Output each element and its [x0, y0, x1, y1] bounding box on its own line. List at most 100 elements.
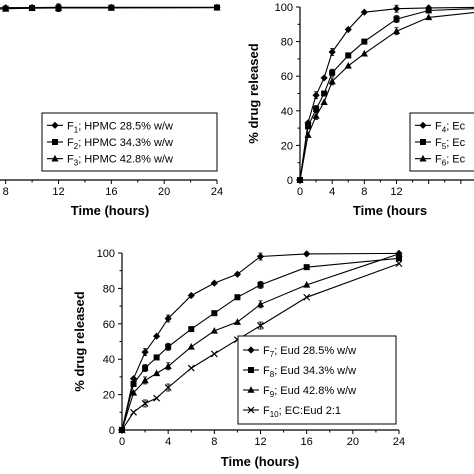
legend-entry: F9; Eud 42.8% w/w [263, 385, 356, 399]
data-point [54, 4, 63, 11]
data-point [187, 364, 195, 372]
data-point [312, 112, 320, 119]
data-point [303, 250, 311, 258]
legend-swatch-marker [247, 346, 255, 354]
data-point [234, 294, 241, 301]
data-point [344, 62, 352, 69]
x-tick-label: 8 [211, 436, 217, 448]
data-point [321, 90, 328, 97]
legend-swatch-marker [247, 386, 255, 393]
x-tick-label: 4 [165, 436, 171, 448]
data-point [328, 48, 336, 56]
legend-box [41, 112, 218, 172]
data-point [164, 362, 172, 370]
y-tick-label: 20 [281, 140, 293, 152]
y-axis-title: % drug released [72, 291, 87, 391]
data-point [233, 270, 242, 278]
y-tick-label: 0 [287, 175, 293, 187]
data-point [296, 176, 304, 183]
data-point [360, 8, 368, 16]
data-point [153, 369, 161, 377]
data-point [344, 25, 352, 34]
data-point [256, 300, 265, 308]
legend-swatch-marker [419, 121, 427, 129]
data-point [118, 426, 126, 434]
x-tick-label: 4 [329, 186, 335, 198]
legend-entry: F3; HPMC 42.8% w/w [67, 154, 173, 168]
data-point [107, 4, 115, 11]
legend-box [237, 335, 397, 425]
data-point [303, 264, 310, 271]
data-point [303, 293, 311, 301]
legend-entry: F6; Ec [435, 154, 466, 168]
chart-panel-2: 0 4 8 12 0 20 40 60 80 100 Time (hours % drug relea… [246, 2, 474, 218]
y-tick-label: 60 [103, 319, 115, 331]
data-point [188, 326, 195, 333]
legend-swatch-marker [248, 367, 254, 373]
data-point [213, 3, 221, 11]
x-tick-label: 0 [119, 436, 125, 448]
legend-swatch-marker [52, 139, 58, 145]
data-point [141, 376, 149, 384]
data-point [345, 52, 352, 59]
data-point [305, 123, 312, 130]
legend-entry: F10; EC:Eud 2:1 [263, 405, 341, 419]
x-axis-title: Time (hours) [71, 203, 150, 218]
data-point [361, 38, 368, 45]
y-tick-label: 20 [103, 390, 115, 402]
x-axis-title: Time (hours) [221, 454, 300, 469]
data-point [153, 394, 161, 402]
legend-entry: F7; Eud 28.5% w/w [263, 345, 356, 359]
data-point [142, 365, 149, 372]
x-tick-label: 0 [297, 186, 303, 198]
data-point [320, 74, 328, 82]
data-point [164, 314, 172, 323]
legend-entry: F2; HPMC 34.3% w/w [67, 137, 173, 151]
x-tick-label: 20 [158, 186, 170, 198]
data-point [313, 106, 320, 113]
data-point [130, 408, 137, 416]
x-tick-label: 24 [211, 186, 223, 198]
data-point [210, 327, 218, 334]
x-tick-label: 12 [52, 186, 64, 198]
legend: F4; Ec F5; Ec F6; Ec [409, 112, 474, 172]
data-point [425, 13, 433, 21]
x-tick-label: 12 [254, 436, 266, 448]
data-point [256, 252, 265, 261]
data-point [187, 291, 195, 300]
x-tick-label: 20 [347, 436, 359, 448]
data-point [303, 281, 311, 288]
legend: F1; HPMC 28.5% w/w F2; HPMC 34.3% w/w F3; … [41, 112, 218, 172]
data-point [329, 69, 336, 76]
chart-panel-3: 0 4 8 12 16 20 24 0 20 40 60 80 100 Time (hours) % dru… [72, 248, 405, 469]
legend-swatch-marker [51, 154, 59, 162]
data-point [130, 380, 137, 387]
data-point [129, 389, 138, 396]
y-axis-title: % drug released [246, 43, 261, 143]
series-9 [118, 250, 403, 433]
data-point [360, 49, 368, 57]
legend-swatch-marker [51, 121, 59, 129]
x-tick-label: 16 [301, 436, 313, 448]
x-tick-label: 12 [390, 186, 402, 198]
y-tick-label: 80 [103, 283, 115, 295]
data-point [153, 332, 161, 340]
data-point [392, 27, 401, 35]
series-line [299, 8, 474, 181]
legend-entry: F1; HPMC 28.5% w/w [67, 120, 173, 134]
legend-swatch-marker [247, 406, 255, 414]
y-tick-label: 80 [281, 37, 293, 49]
data-point [129, 375, 138, 383]
legend: F7; Eud 28.5% w/w F8; Eud 34.3% w/w F9; Eu… [237, 335, 397, 425]
data-point [28, 4, 36, 12]
x-tick-label: 8 [3, 186, 9, 198]
data-point [392, 5, 401, 13]
x-tick-label: 8 [361, 186, 367, 198]
data-point [395, 250, 403, 257]
y-tick-label: 100 [275, 2, 293, 14]
data-point [210, 279, 218, 287]
legend-swatch-marker [420, 139, 426, 145]
data-point [393, 16, 400, 23]
